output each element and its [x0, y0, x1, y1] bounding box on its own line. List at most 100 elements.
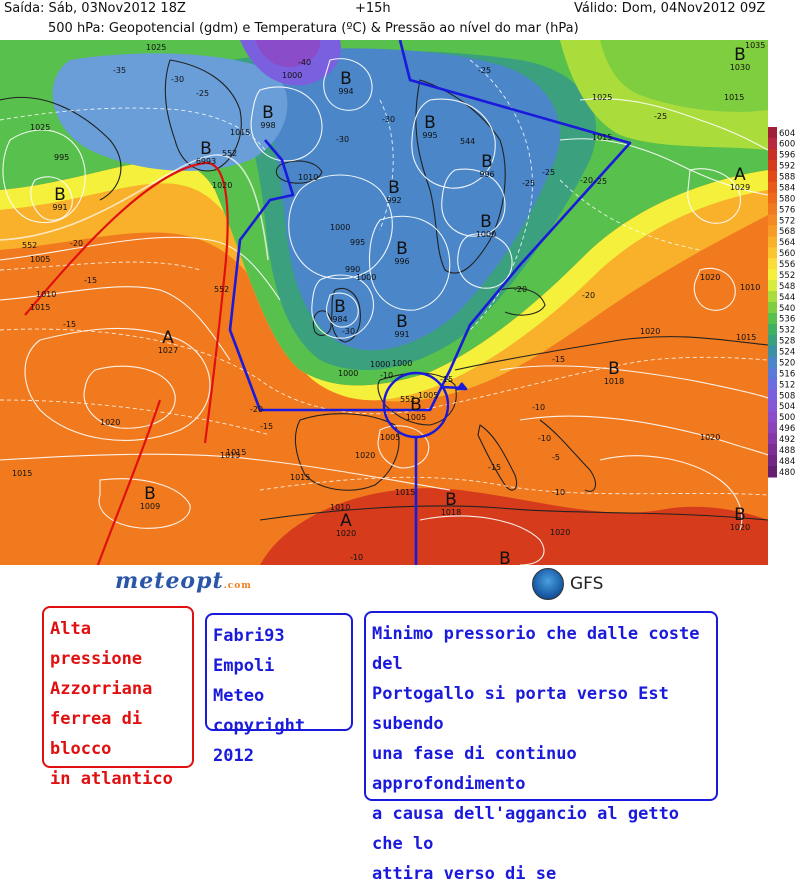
run-date: Saída: Sáb, 03Nov2012 18Z [4, 1, 186, 16]
meteopt-suffix: .com [223, 581, 252, 591]
legend-swatch [768, 367, 777, 380]
isobar-label: 1015 [290, 473, 310, 482]
coastlines [0, 59, 768, 521]
legend-value: 560 [779, 249, 795, 259]
note-line: Alta pressione [50, 619, 143, 669]
note-line: a causa dell'aggancio al getto che lo [372, 804, 680, 854]
isobar-label: 1015 [724, 93, 744, 102]
isobar-label: 1000 [330, 223, 350, 232]
isobar-label: 1015 [592, 133, 612, 142]
temperature-label: -25 [522, 179, 535, 188]
temperature-label: -10 [380, 371, 393, 380]
legend-swatch [768, 302, 777, 314]
coast-italy [477, 424, 518, 491]
isobar-label: 1020 [700, 273, 720, 282]
temperature-label: -20 [250, 405, 263, 414]
center-pressure-value: 996 [394, 257, 409, 266]
isobar-label: 1005 [380, 433, 400, 442]
legend-value: 564 [779, 238, 795, 248]
credit-line: copyright 2012 [213, 716, 306, 766]
center-pressure-value: 1018 [604, 377, 624, 386]
legend-swatch [768, 280, 777, 292]
band-violet [255, 40, 321, 68]
isobar-label: 990 [345, 265, 360, 274]
low-pressure-letter: B [262, 103, 274, 123]
isobar-label: 1020 [212, 181, 232, 190]
temperature-label: -25 [594, 177, 607, 186]
legend-value: 496 [779, 424, 795, 434]
isobar-label: 1020 [550, 528, 570, 537]
isobar-label: 1000 [356, 273, 376, 282]
legend-swatch [768, 192, 777, 205]
legend-swatch [768, 225, 777, 237]
legend-swatch [768, 334, 777, 347]
legend-value: 500 [779, 413, 795, 423]
isobar-label: 1015 [736, 333, 756, 342]
legend-value: 600 [779, 140, 795, 150]
legend-swatch [768, 422, 777, 434]
temperature-label: -30 [336, 135, 349, 144]
temperature-label: -30 [342, 327, 355, 336]
legend-swatch [768, 312, 777, 325]
coast-greenland [164, 59, 242, 172]
isobar-label: 1015 [230, 128, 250, 137]
legend-value: 528 [779, 337, 795, 347]
isotherms [0, 59, 768, 496]
red-annotation-lines [24, 161, 229, 565]
temperature-label: -10 [532, 403, 545, 412]
note-line: attira verso di se [372, 864, 557, 884]
note-line: in atlantico [50, 769, 173, 789]
legend-swatch [768, 247, 777, 259]
legend-swatch [768, 323, 777, 336]
isobar-label: 995 [350, 238, 365, 247]
legend-swatch [768, 433, 777, 445]
center-pressure-value: 984 [332, 315, 347, 324]
isobar-label: 1025 [592, 93, 612, 102]
coast-canada [0, 96, 122, 201]
isobar-label: 1010 [740, 283, 760, 292]
coast-france [377, 372, 457, 426]
low-pressure-letter: B [410, 395, 422, 415]
weather-map: B6993B991B998B994B995B996B992B1000B996B9… [0, 40, 768, 565]
legend-value: 516 [779, 369, 795, 379]
band-orange [0, 215, 768, 565]
gfs-brand: GFS [532, 568, 603, 600]
coast-balkans [539, 419, 596, 492]
isobar-label: 1005 [418, 391, 438, 400]
low-pressure-letter: B [396, 312, 408, 332]
legend-value: 592 [779, 162, 795, 172]
legend-value: 576 [779, 205, 795, 215]
isobar-label: 1005 [30, 255, 50, 264]
low-pressure-letter: B [499, 549, 511, 565]
legend-swatch [768, 291, 777, 303]
isobar-label: 1000 [338, 369, 358, 378]
center-pressure-value: 998 [260, 121, 275, 130]
legend-value: 584 [779, 183, 795, 193]
center-pressure-value: 991 [394, 330, 409, 339]
center-pressure-value: 992 [386, 196, 401, 205]
legend-swatch [768, 466, 777, 478]
temperature-label: -20 [582, 291, 595, 300]
low-pressure-letter: B [54, 185, 66, 205]
legend-value: 492 [779, 435, 795, 445]
color-legend: 6046005965925885845805765725685645605565… [768, 127, 795, 478]
legend-value: 484 [779, 457, 795, 467]
isobar-label: 1020 [355, 451, 375, 460]
legend-swatch [768, 400, 777, 412]
center-pressure-value: 994 [338, 87, 353, 96]
temperature-label: -15 [440, 375, 453, 384]
isobar-label: 1015 [30, 303, 50, 312]
center-pressure-value: 1018 [441, 508, 461, 517]
legend-swatch [768, 345, 777, 358]
isobar-label: 1010 [36, 290, 56, 299]
low-pressure-letter: B [734, 505, 746, 525]
band-green-ne [600, 40, 768, 112]
band-blue [250, 48, 560, 351]
legend-value: 580 [779, 194, 795, 204]
low-pressure-letter: B [200, 139, 212, 159]
isobar-label: 1035 [745, 41, 765, 50]
legend-swatch [768, 356, 777, 369]
isobar-label: 1015 [395, 488, 415, 497]
legend-swatch [768, 181, 777, 194]
temperature-label: -10 [350, 553, 363, 562]
